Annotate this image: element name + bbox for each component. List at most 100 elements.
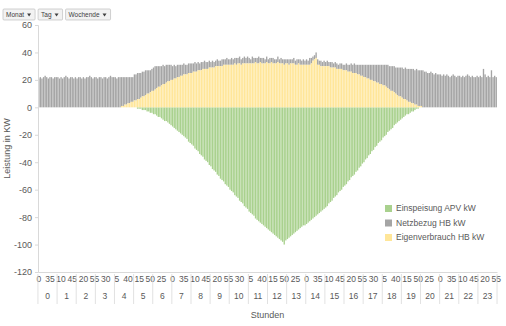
bar: [194, 62, 195, 72]
filter-button-label[interactable]: Monat: [6, 11, 24, 18]
bar: [44, 76, 45, 108]
bar: [296, 65, 297, 108]
bar: [126, 77, 127, 104]
bar: [354, 107, 355, 174]
x-tick: 10: [56, 274, 66, 284]
bar: [440, 107, 441, 108]
filter-button-arrow[interactable]: [27, 14, 31, 17]
x-tick: 0: [170, 274, 175, 284]
bar: [116, 107, 117, 108]
filter-button[interactable]: Tag: [38, 9, 62, 20]
bar: [40, 107, 41, 108]
y-axis: -120-100-80-60-40-200204060: [14, 20, 39, 277]
bars: [38, 52, 497, 244]
bar: [274, 59, 275, 63]
bar: [210, 62, 211, 67]
bar: [215, 61, 216, 66]
bar: [322, 66, 323, 107]
bar: [276, 107, 277, 236]
bar: [146, 107, 147, 111]
x-tick-label: 30: [101, 274, 111, 284]
bar: [300, 107, 301, 228]
bar: [284, 59, 285, 64]
bar: [366, 107, 367, 158]
bar: [338, 65, 339, 69]
bar: [210, 68, 211, 108]
bar: [343, 65, 344, 70]
bar: [197, 62, 198, 70]
bar: [381, 84, 382, 107]
hour-separator: [477, 274, 478, 304]
bar: [413, 103, 414, 107]
bar: [398, 68, 399, 97]
bar: [448, 107, 449, 108]
x-tick: 10: [190, 274, 200, 284]
y-tick-mark: [35, 190, 38, 191]
bar: [414, 105, 415, 108]
bar: [70, 77, 71, 107]
bar: [435, 107, 436, 108]
bar: [336, 107, 337, 195]
bar: [370, 80, 371, 107]
filter-button-arrow[interactable]: [55, 14, 59, 17]
bar: [331, 107, 332, 200]
x-tick-label: 0: [36, 274, 41, 284]
bar: [397, 68, 398, 95]
bar: [52, 107, 53, 108]
bar: [378, 65, 379, 83]
bar: [266, 62, 267, 107]
bar: [244, 63, 245, 107]
bar: [225, 65, 226, 108]
x-axis-title: Stunden: [251, 310, 285, 320]
filter-button[interactable]: Monat: [3, 9, 35, 20]
bar: [167, 107, 168, 122]
filter-button-arrow[interactable]: [103, 14, 107, 17]
bar: [266, 107, 267, 228]
filter-button-label[interactable]: Tag: [41, 11, 52, 19]
bar: [220, 107, 221, 178]
bar: [363, 107, 364, 162]
bar: [347, 72, 348, 108]
bar: [355, 65, 356, 73]
bar: [373, 65, 374, 81]
bar: [309, 58, 310, 65]
bar: [392, 107, 393, 128]
bar: [413, 107, 414, 111]
bar: [483, 107, 484, 108]
bar: [425, 72, 426, 108]
bar: [333, 63, 334, 67]
bar: [87, 107, 88, 108]
bar: [105, 107, 106, 108]
bar: [405, 99, 406, 107]
filter-button[interactable]: Wochende: [66, 9, 111, 20]
hour-label: 0: [45, 291, 50, 301]
bar: [151, 69, 152, 91]
bar: [430, 72, 431, 108]
filter-button-label[interactable]: Wochende: [69, 11, 100, 18]
bar: [252, 57, 253, 64]
bar: [370, 65, 371, 80]
bar: [113, 107, 114, 108]
bar: [496, 77, 497, 107]
bar: [244, 107, 245, 206]
bar: [248, 107, 249, 211]
bar: [139, 107, 140, 108]
hour-separator: [248, 274, 249, 304]
filter-button-box[interactable]: [38, 9, 62, 20]
bar: [229, 59, 230, 64]
x-tick-label: 25: [157, 274, 167, 284]
bar: [293, 107, 294, 233]
bar: [411, 69, 412, 103]
filter-button-box[interactable]: [66, 9, 111, 20]
x-tick-label: 0: [170, 274, 175, 284]
bar: [73, 79, 74, 108]
hour-label: 14: [311, 291, 321, 301]
bar: [409, 107, 410, 112]
bar: [99, 77, 100, 107]
bar: [186, 65, 187, 75]
bar: [279, 107, 280, 239]
filter-button-box[interactable]: [3, 9, 35, 20]
hour-separator: [497, 274, 498, 304]
bar: [373, 107, 374, 150]
bar: [491, 70, 492, 107]
